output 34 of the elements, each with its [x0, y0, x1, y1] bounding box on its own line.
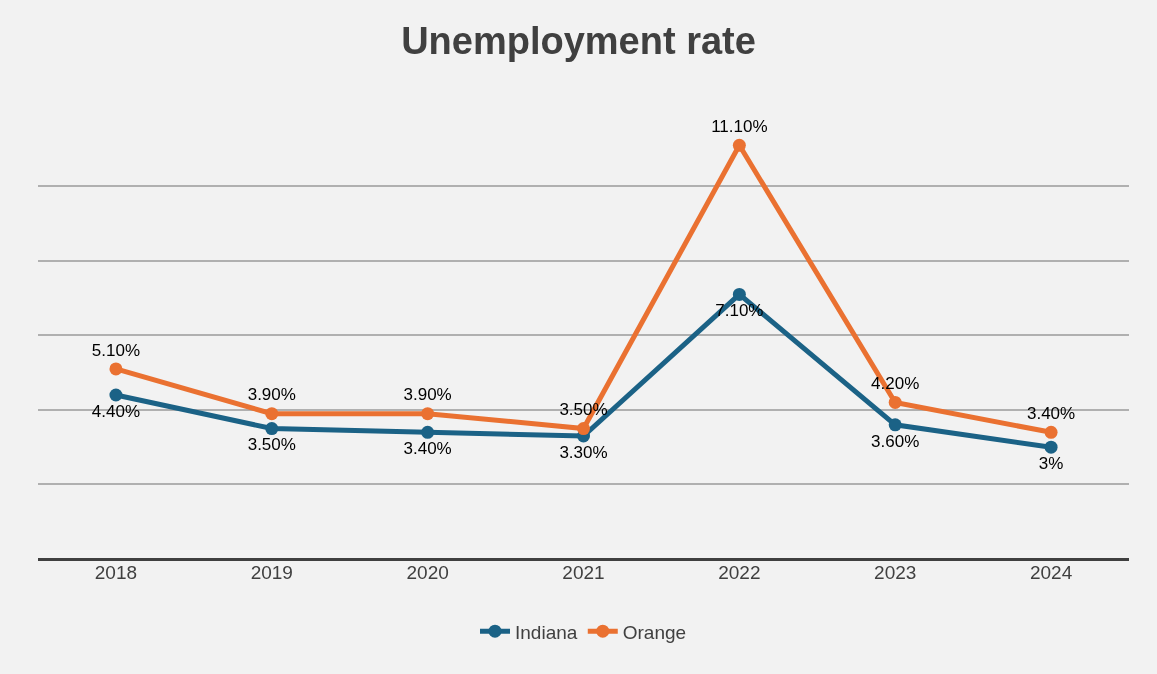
point — [732, 138, 746, 152]
point — [1044, 440, 1058, 454]
data-label: 11.10% — [711, 116, 768, 136]
point — [732, 287, 746, 301]
x-tick-label: 2018 — [94, 562, 138, 583]
point — [265, 422, 279, 436]
point — [1044, 425, 1058, 439]
data-label: 5.10% — [91, 340, 141, 360]
legend-label: Orange — [622, 621, 687, 643]
data-label: 3.90% — [247, 385, 296, 405]
data-label: 3.60% — [871, 431, 920, 451]
data-label: 3.90% — [403, 385, 452, 405]
point — [577, 422, 590, 436]
point — [109, 388, 123, 402]
chart-title: Unemployment rate — [401, 19, 756, 62]
data-label: 3% — [1038, 454, 1064, 474]
data-label: 3.40% — [403, 439, 452, 459]
data-label: 3.50% — [247, 435, 296, 455]
point — [421, 407, 435, 421]
x-tick-label: 2024 — [1029, 562, 1073, 583]
x-tick-label: 2023 — [874, 562, 917, 583]
x-tick-label: 2022 — [718, 562, 761, 583]
x-tick-label: 2020 — [406, 562, 449, 583]
data-label: 4.40% — [91, 401, 141, 421]
data-label: 3.40% — [1026, 403, 1076, 423]
data-label: 3.30% — [559, 442, 608, 462]
point — [888, 418, 902, 432]
point — [265, 407, 279, 421]
x-tick-label: 2021 — [562, 562, 605, 583]
point — [888, 395, 902, 409]
point — [109, 362, 123, 376]
legend-label: Indiana — [515, 621, 578, 643]
x-tick-label: 2019 — [250, 562, 293, 583]
point — [421, 425, 435, 439]
